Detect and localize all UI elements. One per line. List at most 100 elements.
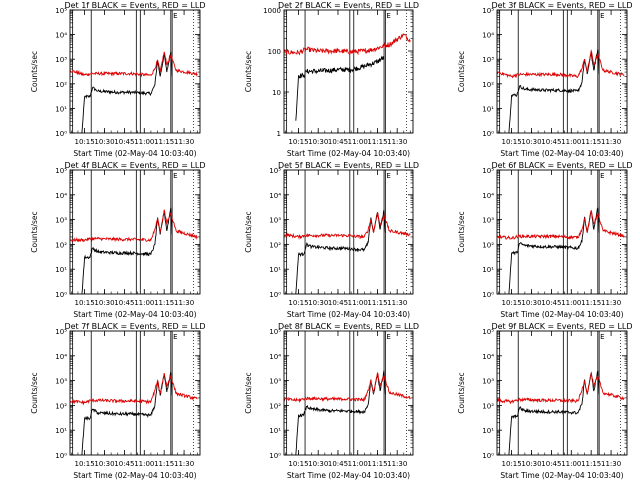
y-axis-label: Counts/sec (457, 372, 466, 413)
event-marker-label: E (600, 12, 604, 20)
y-tick-label: 10⁰ (55, 291, 67, 299)
x-axis-label: Start Time (02-May-04 10:03:40) (287, 149, 410, 158)
events-series-line (295, 55, 385, 121)
event-marker-label: E (173, 12, 177, 20)
lld-series-line (497, 373, 625, 405)
x-tick-label: 11:15 (154, 460, 174, 468)
x-tick-label: 10:15 (501, 460, 521, 468)
lld-series-line (497, 210, 625, 241)
x-tick-label: 10:15 (288, 299, 308, 307)
plot-frame (69, 9, 201, 134)
x-tick-label: 11:00 (561, 138, 581, 146)
x-tick-label: 10:45 (114, 138, 134, 146)
y-tick-label: 10⁰ (269, 291, 281, 299)
lld-series-line (70, 373, 198, 406)
event-marker-label: E (600, 172, 604, 180)
x-tick-label: 10:45 (328, 299, 348, 307)
x-tick-label: 11:00 (134, 138, 154, 146)
y-axis-label: Counts/sec (30, 211, 39, 252)
y-tick-label: 10² (269, 402, 281, 410)
y-tick-label: 10³ (482, 217, 494, 225)
lld-series-line (284, 372, 411, 404)
event-marker-label: E (386, 172, 390, 180)
y-tick-label: 10³ (55, 378, 67, 386)
plot-frame (496, 169, 628, 295)
lld-series-line (70, 209, 198, 243)
detector-panel: Det 9f BLACK = Events, RED = LLD Start Ti… (457, 322, 633, 480)
x-tick-label: 10:45 (328, 460, 348, 468)
detector-panel: Det 8f BLACK = Events, RED = LLD Start Ti… (244, 322, 419, 480)
detector-panel: Det 6f BLACK = Events, RED = LLD Start Ti… (457, 161, 633, 319)
event-marker-label: E (173, 333, 177, 341)
panel-title: Det 8f BLACK = Events, RED = LLD (278, 322, 419, 331)
plot-frame (283, 9, 414, 134)
y-tick-label: 10⁰ (482, 291, 494, 299)
lld-series-line (284, 211, 411, 240)
x-tick-label: 11:00 (348, 138, 368, 146)
y-tick-label: 10⁴ (55, 353, 67, 361)
y-axis-label: Counts/sec (30, 51, 39, 92)
x-tick-label: 11:00 (134, 460, 154, 468)
y-tick-label: 10⁵ (55, 328, 67, 336)
x-tick-label: 11:15 (154, 299, 174, 307)
x-tick-label: 11:00 (348, 299, 368, 307)
x-tick-label: 11:30 (174, 460, 194, 468)
x-tick-label: 10:30 (521, 299, 541, 307)
y-tick-label: 10⁵ (482, 7, 494, 15)
y-axis-label: Counts/sec (457, 51, 466, 92)
y-tick-label: 10⁵ (269, 167, 281, 175)
x-tick-label: 10:15 (74, 460, 94, 468)
y-tick-label: 10⁰ (55, 130, 67, 138)
x-tick-label: 11:15 (367, 138, 387, 146)
x-tick-label: 10:45 (114, 460, 134, 468)
events-series-line (295, 370, 386, 455)
x-tick-label: 10:30 (94, 138, 114, 146)
x-tick-label: 11:00 (134, 299, 154, 307)
x-tick-label: 11:30 (601, 299, 621, 307)
x-tick-label: 10:30 (521, 138, 541, 146)
lld-series-line (284, 33, 411, 56)
event-marker-label: E (386, 333, 390, 341)
x-tick-label: 11:00 (561, 299, 581, 307)
x-tick-label: 11:30 (174, 138, 194, 146)
x-axis-label: Start Time (02-May-04 10:03:40) (500, 471, 623, 480)
y-axis-label: Counts/sec (244, 372, 253, 413)
y-tick-label: 100 (268, 48, 281, 56)
panel-title: Det 2f BLACK = Events, RED = LLD (278, 1, 419, 10)
panel-title: Det 3f BLACK = Events, RED = LLD (491, 1, 632, 10)
x-tick-label: 11:30 (601, 138, 621, 146)
panel-title: Det 4f BLACK = Events, RED = LLD (64, 161, 205, 170)
y-tick-label: 10² (55, 402, 67, 410)
panel-title: Det 9f BLACK = Events, RED = LLD (491, 322, 632, 331)
events-series-line (295, 209, 386, 294)
y-tick-label: 10⁵ (55, 7, 67, 15)
panel-title: Det 7f BLACK = Events, RED = LLD (64, 322, 205, 331)
y-tick-label: 10⁴ (482, 192, 494, 200)
events-series-line (508, 370, 600, 455)
x-axis-label: Start Time (02-May-04 10:03:40) (73, 471, 196, 480)
x-axis-label: Start Time (02-May-04 10:03:40) (73, 310, 196, 319)
y-tick-label: 10⁴ (269, 192, 281, 200)
x-tick-label: 10:15 (74, 299, 94, 307)
x-tick-label: 10:45 (541, 138, 561, 146)
plot-frame (496, 9, 628, 134)
y-axis-label: Counts/sec (30, 372, 39, 413)
y-tick-label: 10³ (269, 217, 281, 225)
x-tick-label: 10:45 (328, 138, 348, 146)
x-tick-label: 10:45 (541, 460, 561, 468)
y-tick-label: 10² (55, 241, 67, 249)
y-axis-label: Counts/sec (457, 211, 466, 252)
x-axis-label: Start Time (02-May-04 10:03:40) (500, 149, 623, 158)
y-tick-label: 10¹ (55, 427, 67, 435)
lld-series-line (497, 49, 625, 79)
y-tick-label: 10⁴ (55, 32, 67, 40)
y-tick-label: 10² (269, 241, 281, 249)
detector-panel: Det 3f BLACK = Events, RED = LLD Start Ti… (457, 1, 633, 158)
x-tick-label: 10:30 (308, 299, 328, 307)
y-axis-label: Counts/sec (244, 211, 253, 252)
detector-panel: Det 7f BLACK = Events, RED = LLD Start Ti… (30, 322, 206, 480)
detector-panel: Det 5f BLACK = Events, RED = LLD Start Ti… (244, 161, 419, 319)
lld-series-line (70, 51, 198, 78)
x-tick-label: 10:30 (308, 460, 328, 468)
